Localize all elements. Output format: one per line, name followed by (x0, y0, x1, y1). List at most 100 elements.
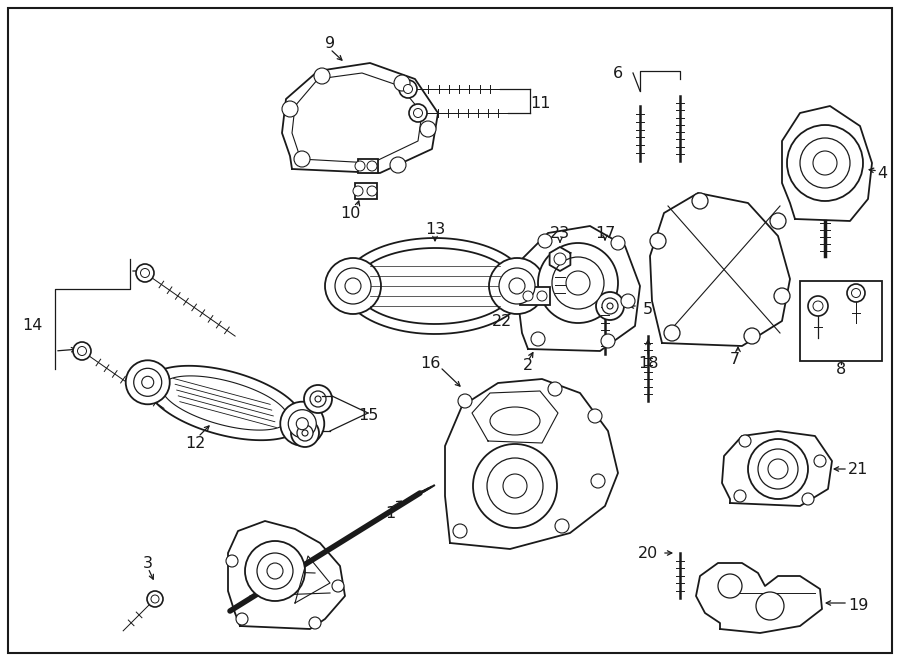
Circle shape (288, 410, 316, 438)
Bar (358, 159, 378, 173)
Circle shape (808, 296, 828, 316)
Text: 5: 5 (643, 301, 653, 317)
Polygon shape (696, 563, 822, 633)
Text: 19: 19 (848, 598, 868, 613)
Circle shape (151, 595, 159, 603)
Text: 7: 7 (730, 352, 740, 366)
Circle shape (77, 346, 86, 356)
Circle shape (367, 186, 377, 196)
Circle shape (538, 243, 618, 323)
Polygon shape (722, 431, 832, 506)
Polygon shape (650, 193, 790, 346)
Circle shape (291, 419, 319, 447)
Circle shape (73, 342, 91, 360)
Circle shape (409, 104, 427, 122)
Circle shape (499, 268, 535, 304)
Polygon shape (282, 63, 438, 173)
Circle shape (325, 258, 381, 314)
Text: 15: 15 (358, 408, 378, 424)
Bar (800, 281, 882, 361)
Circle shape (345, 278, 361, 294)
Circle shape (141, 376, 154, 388)
Text: 22: 22 (492, 313, 512, 329)
Polygon shape (550, 247, 571, 271)
Circle shape (296, 418, 309, 430)
Circle shape (267, 563, 283, 579)
Circle shape (554, 253, 566, 265)
Circle shape (800, 138, 850, 188)
Circle shape (147, 591, 163, 607)
Circle shape (596, 292, 624, 320)
Circle shape (601, 334, 615, 348)
Circle shape (236, 613, 248, 625)
Circle shape (503, 474, 527, 498)
Text: 23: 23 (550, 225, 570, 241)
Circle shape (774, 288, 790, 304)
Circle shape (335, 268, 371, 304)
Circle shape (591, 474, 605, 488)
Polygon shape (518, 226, 640, 351)
Circle shape (136, 264, 154, 282)
Circle shape (718, 574, 742, 598)
Text: 13: 13 (425, 221, 446, 237)
Circle shape (802, 493, 814, 505)
Circle shape (315, 396, 321, 402)
Text: 11: 11 (530, 95, 550, 110)
Circle shape (403, 85, 412, 93)
Circle shape (304, 385, 332, 413)
Text: 20: 20 (638, 545, 658, 561)
Circle shape (126, 360, 170, 405)
Circle shape (611, 236, 625, 250)
Bar (520, 287, 550, 305)
Circle shape (847, 284, 865, 302)
Text: 9: 9 (325, 36, 335, 50)
Circle shape (813, 151, 837, 175)
Circle shape (756, 592, 784, 620)
Circle shape (537, 291, 547, 301)
Circle shape (297, 425, 313, 441)
Circle shape (413, 108, 422, 118)
Circle shape (770, 213, 786, 229)
Circle shape (602, 298, 618, 314)
Polygon shape (148, 366, 302, 440)
Circle shape (509, 278, 525, 294)
Circle shape (294, 151, 310, 167)
Text: 16: 16 (419, 356, 440, 371)
Circle shape (394, 75, 410, 91)
Circle shape (314, 68, 330, 84)
Circle shape (768, 459, 788, 479)
Circle shape (282, 101, 298, 117)
Circle shape (355, 161, 365, 171)
Circle shape (245, 541, 305, 601)
Text: 18: 18 (638, 356, 658, 371)
Text: 1: 1 (385, 506, 395, 520)
Circle shape (555, 519, 569, 533)
Circle shape (302, 430, 308, 436)
Circle shape (744, 328, 760, 344)
Text: 21: 21 (848, 461, 868, 477)
Circle shape (140, 268, 149, 278)
Text: 4: 4 (877, 165, 887, 180)
Polygon shape (355, 248, 515, 324)
Circle shape (607, 303, 613, 309)
Text: 2: 2 (523, 358, 533, 373)
Text: 8: 8 (836, 362, 846, 377)
Text: 3: 3 (143, 555, 153, 570)
Circle shape (367, 161, 377, 171)
Circle shape (851, 288, 860, 297)
Bar (355, 183, 377, 199)
Circle shape (692, 193, 708, 209)
Text: 6: 6 (613, 65, 623, 81)
Polygon shape (228, 521, 345, 629)
Text: 10: 10 (340, 206, 360, 221)
Circle shape (734, 490, 746, 502)
Circle shape (310, 391, 326, 407)
Circle shape (814, 455, 826, 467)
Circle shape (309, 617, 321, 629)
Circle shape (453, 524, 467, 538)
Circle shape (748, 439, 808, 499)
Circle shape (538, 234, 552, 248)
Circle shape (489, 258, 545, 314)
Circle shape (353, 186, 363, 196)
Circle shape (280, 402, 324, 446)
